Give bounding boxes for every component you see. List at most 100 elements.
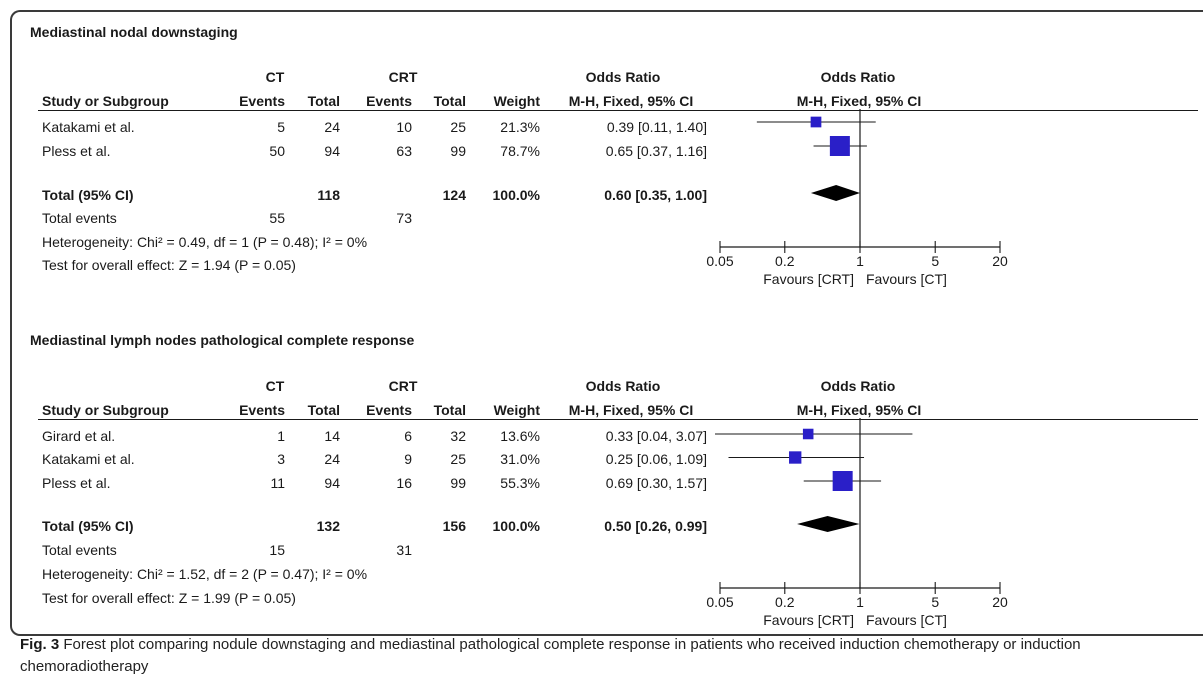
table-cell-crt-events: 6	[404, 428, 412, 444]
total-row-label: Total (95% CI)	[42, 518, 134, 534]
study-marker	[789, 451, 802, 464]
odds-ratio-header-right: Odds Ratio	[820, 378, 896, 394]
crt-group-header: CRT	[388, 69, 418, 85]
figure-caption-label: Fig. 3	[20, 636, 60, 653]
crt-total-col-header: Total	[433, 402, 466, 418]
x-tick-label: 5	[931, 594, 939, 610]
panel-title: Mediastinal nodal downstaging	[30, 24, 238, 40]
total-weight: 100.0%	[492, 187, 540, 203]
weight-col-header: Weight	[493, 93, 540, 109]
method-col-header-right: M-H, Fixed, 95% CI	[796, 93, 922, 109]
x-tick-label: 20	[992, 594, 1008, 610]
table-cell-ct-total: 24	[324, 451, 340, 467]
favours-right-label: Favours [CT]	[866, 271, 947, 287]
ct-total-col-header: Total	[307, 402, 340, 418]
x-tick-label: 20	[992, 253, 1008, 269]
crt-events-col-header: Events	[366, 93, 412, 109]
x-tick-label: 5	[931, 253, 939, 269]
header-rule	[38, 110, 1198, 111]
ct-events-col-header: Events	[239, 93, 285, 109]
forest-plot-pathological-complete-response: 0.05 0.2 1 5 20 Favours [CRT] Favours [CT]	[706, 418, 1008, 628]
study-marker	[810, 116, 822, 128]
x-tick-label: 0.05	[706, 253, 733, 269]
table-cell-crt-events: 16	[396, 475, 412, 491]
favours-left-label: Favours [CRT]	[763, 612, 854, 628]
table-cell-weight: 13.6%	[500, 428, 540, 444]
overall-effect-text: Test for overall effect: Z = 1.99 (P = 0…	[42, 590, 296, 606]
crt-events-col-header: Events	[366, 402, 412, 418]
study-marker	[829, 136, 850, 156]
table-cell-ct-events: 11	[270, 475, 285, 491]
total-ct-total: 118	[317, 187, 340, 203]
table-cell-crt-total: 25	[450, 451, 466, 467]
ct-group-header: CT	[265, 69, 285, 85]
total-events-label: Total events	[42, 210, 117, 226]
weight-col-header: Weight	[493, 402, 540, 418]
table-cell-crt-events: 63	[396, 143, 412, 159]
header-rule	[38, 419, 1198, 420]
table-cell-ct-total: 24	[324, 119, 340, 135]
method-col-header-left: M-H, Fixed, 95% CI	[568, 402, 694, 418]
total-crt-total: 156	[442, 518, 466, 534]
heterogeneity-text: Heterogeneity: Chi² = 1.52, df = 2 (P = …	[42, 566, 368, 582]
table-cell-ci: 0.65 [0.37, 1.16]	[605, 143, 707, 159]
figure-frame	[10, 10, 1203, 636]
pooled-diamond	[810, 185, 860, 201]
ct-events-col-header: Events	[239, 402, 285, 418]
total-row-label: Total (95% CI)	[42, 187, 134, 203]
favours-right-label: Favours [CT]	[866, 612, 947, 628]
total-events-crt: 31	[396, 542, 412, 558]
odds-ratio-header-left: Odds Ratio	[585, 378, 661, 394]
table-row-study-name: Katakami et al.	[42, 451, 135, 467]
figure-caption: Fig. 3 Forest plot comparing nodule down…	[20, 634, 1190, 678]
table-cell-ct-events: 50	[269, 143, 285, 159]
table-cell-ci: 0.25 [0.06, 1.09]	[605, 451, 707, 467]
table-cell-weight: 78.7%	[500, 143, 540, 159]
table-cell-crt-total: 99	[450, 475, 466, 491]
study-marker	[802, 428, 814, 440]
method-col-header-right: M-H, Fixed, 95% CI	[796, 402, 922, 418]
study-col-header: Study or Subgroup	[42, 93, 169, 109]
total-ci: 0.50 [0.26, 0.99]	[604, 518, 707, 534]
table-cell-crt-total: 25	[450, 119, 466, 135]
table-cell-ct-total: 14	[324, 428, 340, 444]
table-row-study-name: Katakami et al.	[42, 119, 135, 135]
x-tick-label: 0.2	[775, 253, 795, 269]
odds-ratio-header-right: Odds Ratio	[820, 69, 896, 85]
total-events-crt: 73	[396, 210, 412, 226]
favours-left-label: Favours [CRT]	[763, 271, 854, 287]
pooled-diamond	[797, 516, 860, 532]
figure-caption-text: Forest plot comparing nodule downstaging…	[20, 636, 1081, 675]
table-cell-ct-events: 1	[277, 428, 285, 444]
total-weight: 100.0%	[492, 518, 540, 534]
table-cell-ci: 0.33 [0.04, 3.07]	[605, 428, 707, 444]
table-cell-weight: 31.0%	[500, 451, 540, 467]
forest-plot-nodal-downstaging: 0.05 0.2 1 5 20 Favours [CRT] Favours [CT]	[706, 109, 1008, 287]
total-ct-total: 132	[316, 518, 340, 534]
study-col-header: Study or Subgroup	[42, 402, 169, 418]
x-tick-label: 1	[856, 253, 864, 269]
x-tick-label: 0.05	[706, 594, 733, 610]
table-cell-ct-total: 94	[324, 475, 340, 491]
overall-effect-text: Test for overall effect: Z = 1.94 (P = 0…	[42, 257, 296, 273]
table-cell-weight: 55.3%	[500, 475, 540, 491]
crt-group-header: CRT	[388, 378, 418, 394]
study-marker	[832, 471, 853, 491]
table-cell-ci: 0.69 [0.30, 1.57]	[605, 475, 707, 491]
total-events-ct: 55	[269, 210, 285, 226]
total-crt-total: 124	[442, 187, 466, 203]
heterogeneity-text: Heterogeneity: Chi² = 0.49, df = 1 (P = …	[42, 234, 368, 250]
table-row-study-name: Pless et al.	[42, 143, 111, 159]
table-cell-crt-events: 9	[404, 451, 412, 467]
table-cell-weight: 21.3%	[500, 119, 540, 135]
total-events-label: Total events	[42, 542, 117, 558]
table-row-study-name: Pless et al.	[42, 475, 111, 491]
table-cell-ct-total: 94	[324, 143, 340, 159]
panel-title: Mediastinal lymph nodes pathological com…	[30, 332, 415, 348]
table-cell-crt-events: 10	[396, 119, 412, 135]
crt-total-col-header: Total	[433, 93, 466, 109]
table-cell-ct-events: 5	[277, 119, 285, 135]
ct-group-header: CT	[265, 378, 285, 394]
table-cell-ci: 0.39 [0.11, 1.40]	[606, 119, 707, 135]
table-cell-ct-events: 3	[277, 451, 285, 467]
